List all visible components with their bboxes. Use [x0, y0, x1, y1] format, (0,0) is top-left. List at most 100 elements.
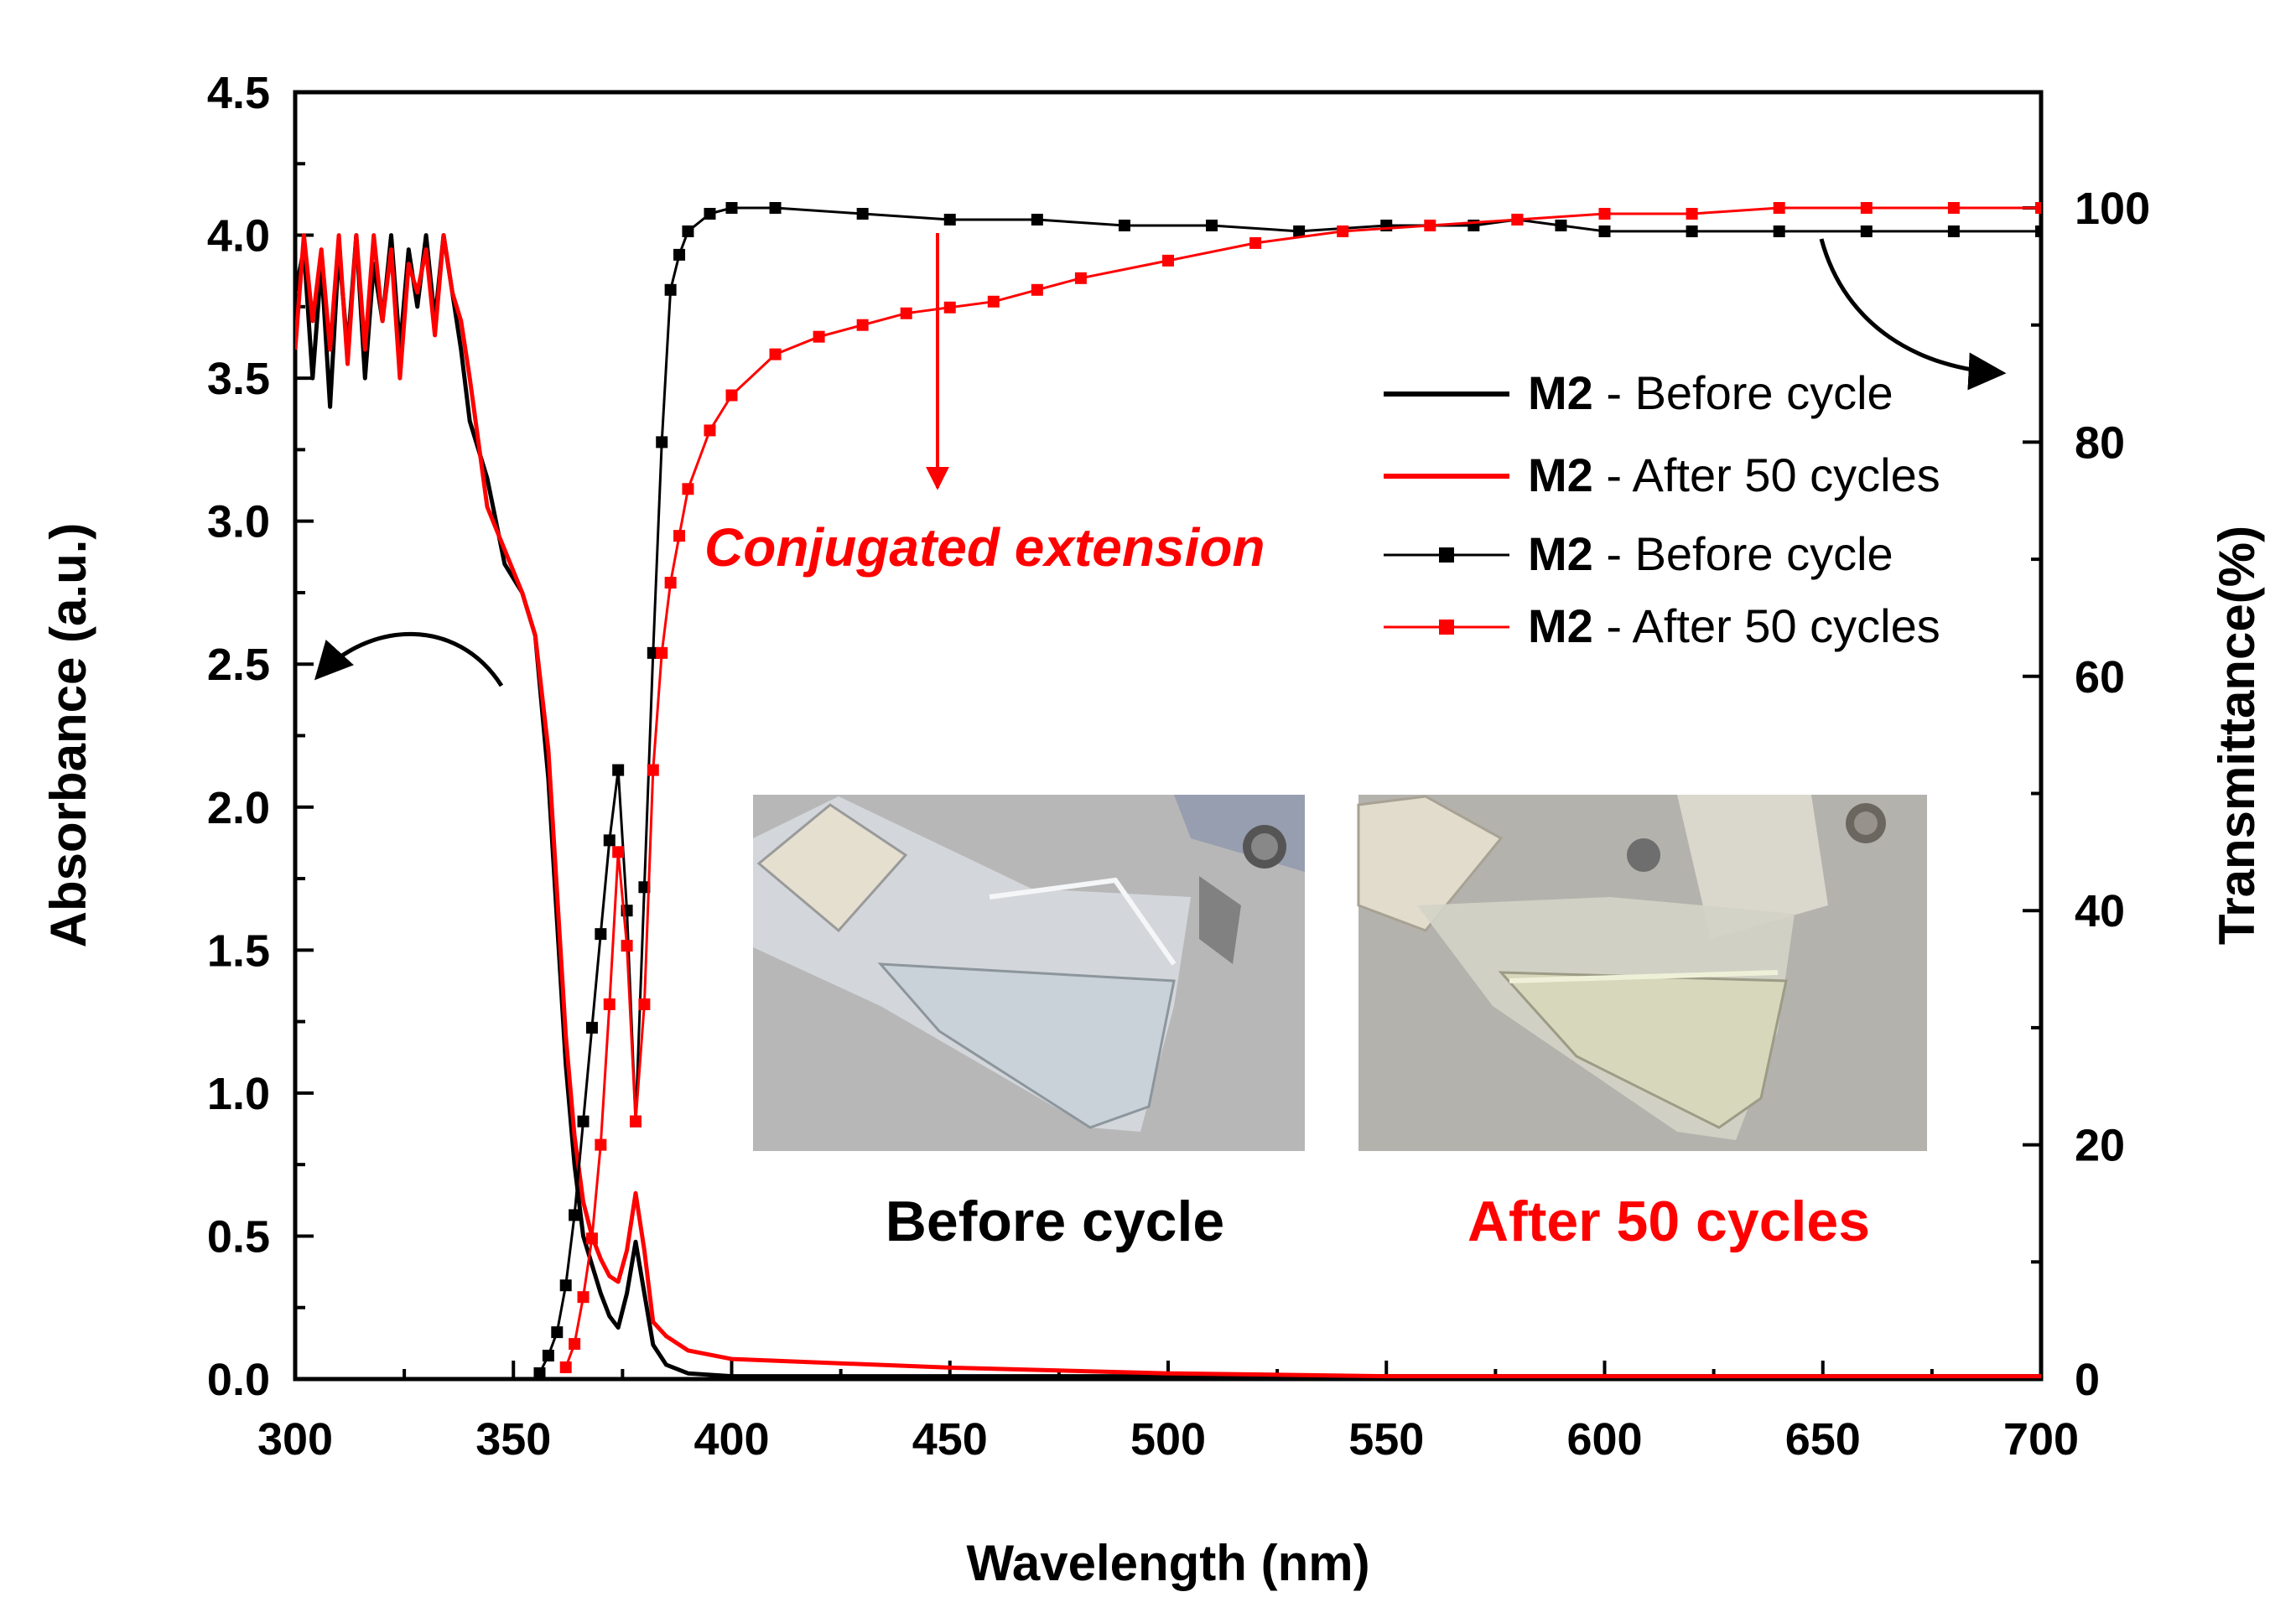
conjugated-extension-label: Conjugated extension [704, 517, 1265, 578]
series-point-3 [1947, 225, 1960, 237]
caption-after-cycles: After 50 cycles [1467, 1190, 1870, 1253]
y-left-tick-label: 4.0 [207, 211, 270, 262]
y-right-axis-ticks: 0 20 40 60 80 100 [2023, 184, 2150, 1405]
legend-marker [1439, 547, 1454, 563]
x-axis-ticks: 300 350 400 450 500 550 600 650 700 [257, 1361, 2079, 1465]
series-point-4 [1424, 219, 1436, 231]
series-point-3 [704, 207, 716, 220]
series-point-3 [595, 928, 607, 941]
series-point-4 [943, 301, 956, 314]
series-point-3 [682, 225, 694, 237]
series-point-4 [813, 330, 825, 343]
y-left-tick-label: 1.0 [207, 1069, 270, 1119]
series-point-3 [664, 283, 677, 296]
x-tick-label: 300 [257, 1414, 333, 1465]
series-point-3 [856, 207, 869, 220]
series-point-3 [551, 1326, 564, 1339]
y-left-tick-label: 2.5 [207, 640, 270, 690]
series-point-4 [629, 1115, 642, 1128]
y-left-tick-label: 0.0 [207, 1355, 270, 1405]
series-point-3 [1118, 219, 1130, 231]
series-point-3 [1686, 225, 1698, 237]
right-axis-arrow [1819, 238, 2007, 391]
series-point-3 [559, 1279, 572, 1292]
series-point-3 [638, 881, 651, 894]
series-point-3 [569, 1209, 581, 1221]
legend-marker [1439, 620, 1454, 635]
series-point-3 [533, 1367, 546, 1379]
y-right-tick-label: 100 [2075, 184, 2150, 234]
series-point-4 [769, 348, 782, 360]
legend-label: M2 - Before cycle [1528, 366, 1893, 419]
series-point-3 [577, 1115, 590, 1128]
y-left-tick-label: 1.5 [207, 926, 270, 976]
series-line-2 [295, 233, 2041, 1379]
series-point-3 [585, 1021, 598, 1034]
series-point-3 [612, 764, 625, 776]
series-point-4 [704, 424, 716, 437]
x-tick-label: 450 [912, 1414, 988, 1465]
series-point-4 [612, 846, 625, 858]
series-point-3 [1031, 213, 1043, 226]
series-point-4 [1860, 202, 1873, 214]
series-point-4 [656, 646, 668, 659]
photo-before-cycle [753, 795, 1305, 1151]
y-right-tick-label: 80 [2075, 417, 2125, 468]
left-axis-arrow [314, 631, 504, 687]
x-tick-label: 700 [2003, 1414, 2079, 1465]
series-point-4 [664, 577, 677, 589]
series-point-3 [1206, 219, 1218, 231]
x-tick-label: 500 [1130, 1414, 1206, 1465]
y-left-axis-title: Absorbance (a.u.) [40, 523, 96, 948]
y-left-tick-label: 3.0 [207, 497, 270, 547]
series-point-3 [673, 248, 686, 261]
series-point-4 [569, 1338, 581, 1351]
y-right-tick-label: 20 [2075, 1121, 2125, 1171]
series-point-4 [682, 483, 694, 495]
series-point-4 [1511, 213, 1524, 226]
series-point-4 [1598, 207, 1611, 220]
y-left-tick-label: 0.5 [207, 1211, 270, 1262]
series-point-3 [1860, 225, 1873, 237]
series-point-4 [621, 940, 633, 952]
y-left-tick-label: 2.0 [207, 783, 270, 833]
series-point-3 [943, 213, 956, 226]
series-layer [295, 202, 2041, 1379]
series-point-3 [1293, 225, 1306, 237]
series-point-4 [559, 1361, 572, 1374]
series-point-4 [585, 1232, 598, 1245]
x-tick-label: 400 [693, 1414, 769, 1465]
caption-before-cycle: Before cycle [886, 1190, 1224, 1253]
series-point-4 [638, 998, 651, 1010]
legend: M2 - Before cycle M2 - After 50 cycles M2 … [1384, 366, 1940, 652]
legend-label: M2 - After 50 cycles [1528, 599, 1940, 652]
y-right-tick-label: 60 [2075, 652, 2125, 703]
series-point-3 [725, 202, 738, 214]
x-tick-label: 350 [475, 1414, 551, 1465]
x-tick-label: 550 [1348, 1414, 1424, 1465]
series-point-3 [769, 202, 782, 214]
series-point-3 [656, 436, 668, 449]
y-right-tick-label: 40 [2075, 886, 2125, 936]
series-point-4 [987, 295, 1000, 308]
x-axis-title: Wavelength (nm) [966, 1535, 1369, 1591]
series-point-3 [1555, 219, 1567, 231]
series-point-3 [1773, 225, 1785, 237]
series-point-4 [1947, 202, 1960, 214]
x-tick-label: 600 [1566, 1414, 1642, 1465]
series-point-3 [1598, 225, 1611, 237]
series-point-4 [856, 319, 869, 331]
series-point-4 [725, 389, 738, 402]
photo-after-cycles [1357, 795, 1927, 1151]
series-point-4 [673, 530, 686, 542]
series-point-4 [1031, 283, 1043, 296]
series-point-4 [647, 764, 659, 776]
series-point-4 [1249, 236, 1262, 249]
series-point-4 [1337, 225, 1349, 237]
y-left-axis-ticks: 0.0 0.5 1.0 1.5 2.0 2.5 3.0 3.5 4.0 4.5 [207, 68, 314, 1405]
series-point-3 [542, 1350, 554, 1362]
plot-frame [293, 90, 2044, 1382]
series-point-3 [2035, 225, 2041, 237]
legend-label: M2 - After 50 cycles [1528, 449, 1940, 501]
